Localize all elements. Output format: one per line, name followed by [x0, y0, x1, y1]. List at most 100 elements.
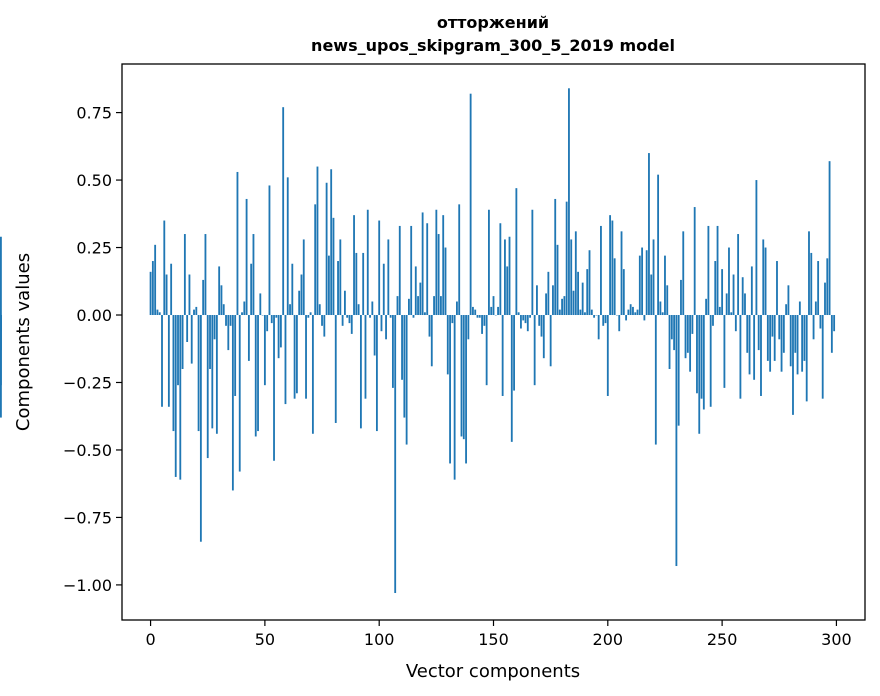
bar-267 [760, 315, 762, 396]
bar-206 [620, 231, 623, 316]
bar-275 [778, 315, 781, 340]
bar-219 [650, 274, 653, 316]
bar-136 [460, 315, 463, 437]
bar-234 [684, 315, 687, 359]
x-axis-ticks: 0 50 100 150 200 250 300 [145, 620, 852, 649]
bar-228 [670, 315, 673, 340]
bar-44 [250, 263, 253, 316]
bar-207 [622, 269, 625, 316]
bar-132 [451, 315, 454, 324]
bar-255 [732, 274, 735, 316]
bar-220 [652, 239, 655, 316]
bar-93 [362, 252, 365, 316]
bar-233 [682, 231, 685, 316]
bar-180 [561, 298, 563, 316]
bar-287 [805, 315, 808, 402]
bar-189 [581, 282, 584, 316]
bar-68 [305, 315, 307, 399]
bar-215 [641, 247, 644, 316]
bar-249 [718, 306, 721, 316]
bar-201 [609, 215, 612, 316]
bar-285 [801, 315, 804, 372]
bar-153 [499, 223, 502, 316]
bar-260 [744, 293, 746, 316]
bar-119 [421, 212, 424, 316]
plot-frame [121, 63, 866, 621]
bar-208 [625, 315, 628, 321]
bar-162 [520, 315, 522, 329]
bar-179 [558, 309, 561, 316]
y-tick-label: −0.25 [63, 373, 112, 392]
bar-305 [0, 315, 2, 386]
bar-13 [179, 315, 182, 480]
x-tick-label: 150 [478, 630, 509, 649]
bar-73 [316, 166, 319, 316]
bar-7 [165, 274, 168, 316]
bar-295 [824, 282, 826, 316]
y-tick-label: 0.00 [76, 306, 112, 325]
bar-293 [819, 315, 822, 329]
bar-216 [643, 315, 646, 321]
bar-20 [195, 306, 198, 316]
bar-99 [375, 315, 378, 432]
bar-214 [638, 255, 641, 316]
y-tick-label: −0.75 [63, 508, 112, 527]
bar-75 [321, 315, 323, 326]
bar-164 [524, 315, 527, 324]
bar-82 [337, 261, 339, 316]
bar-199 [604, 315, 607, 324]
bar-158 [510, 315, 513, 442]
bar-143 [476, 315, 479, 318]
bar-221 [654, 315, 657, 445]
bar-131 [449, 315, 451, 464]
bar-147 [485, 315, 488, 386]
y-tick-label: 0.75 [76, 104, 112, 123]
bar-55 [275, 315, 278, 318]
bar-159 [513, 315, 515, 391]
bar-235 [686, 315, 689, 353]
bar-122 [428, 315, 431, 337]
bar-12 [177, 315, 179, 386]
bar-185 [572, 290, 575, 316]
bar-8 [167, 315, 170, 407]
bar-279 [787, 285, 790, 316]
bar-251 [723, 315, 726, 388]
bar-17 [188, 274, 191, 316]
y-axis-ticks: −1.00 −0.75 −0.50 −0.25 0.00 0.25 0.50 0.75 [63, 104, 122, 595]
bar-144 [478, 315, 481, 318]
chart-title-line1: отторжений [437, 13, 549, 32]
bar-45 [252, 234, 255, 316]
bar-110 [401, 315, 403, 380]
bar-165 [526, 315, 529, 332]
bar-100 [378, 220, 381, 316]
bar-227 [668, 315, 671, 369]
bar-102 [382, 263, 385, 316]
bar-96 [369, 315, 371, 318]
bar-53 [270, 315, 273, 324]
bar-125 [435, 209, 438, 316]
bar-154 [501, 315, 504, 396]
bar-98 [373, 315, 376, 356]
bar-112 [405, 315, 408, 445]
bar-129 [444, 247, 447, 316]
bar-107 [394, 315, 397, 594]
bar-282 [794, 315, 797, 353]
bar-40 [241, 312, 243, 316]
bar-76 [323, 315, 326, 337]
bar-22 [199, 315, 202, 542]
bar-238 [693, 207, 696, 316]
bar-186 [574, 231, 577, 316]
bar-187 [577, 271, 579, 316]
bar-121 [426, 223, 429, 316]
bar-209 [627, 309, 630, 316]
bar-177 [554, 198, 557, 316]
bar-274 [776, 261, 778, 316]
bar-130 [446, 315, 449, 375]
bar-169 [536, 285, 538, 316]
bar-254 [730, 312, 733, 316]
bar-108 [396, 296, 399, 316]
bar-85 [343, 290, 346, 316]
bar-50 [263, 315, 266, 386]
bar-245 [709, 315, 712, 407]
